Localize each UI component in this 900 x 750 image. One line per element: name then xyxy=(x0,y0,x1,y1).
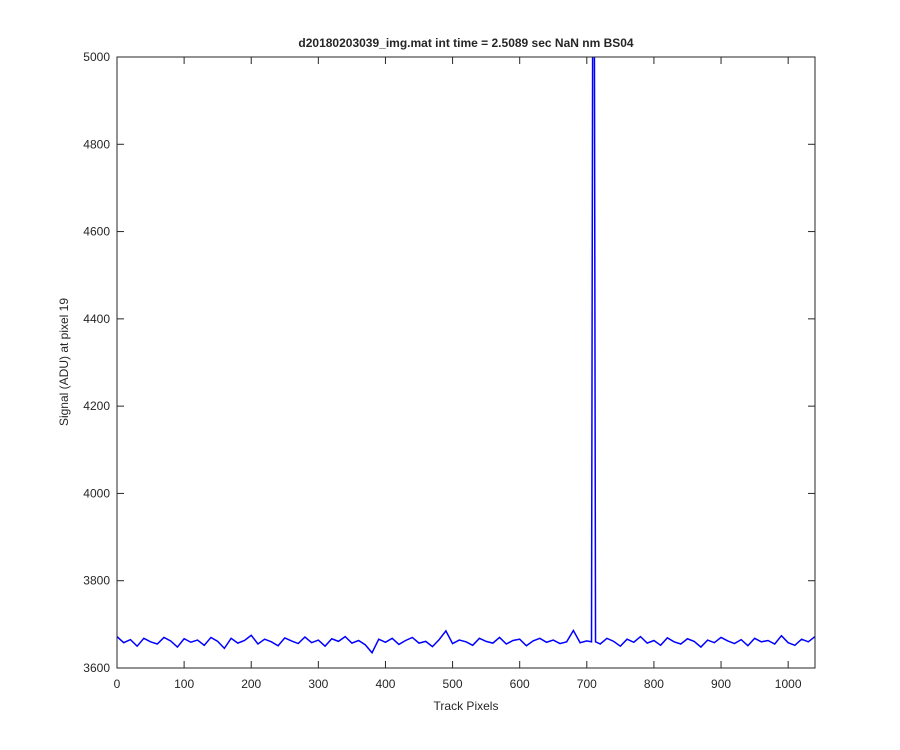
x-tick-label: 600 xyxy=(510,677,530,691)
y-tick-label: 4000 xyxy=(83,486,110,500)
y-tick-label: 3600 xyxy=(83,661,110,675)
y-tick-label: 4400 xyxy=(83,312,110,326)
x-tick-label: 700 xyxy=(577,677,597,691)
x-tick-label: 400 xyxy=(375,677,395,691)
chart-title: d20180203039_img.mat int time = 2.5089 s… xyxy=(298,36,634,50)
y-tick-label: 4600 xyxy=(83,225,110,239)
x-tick-label: 900 xyxy=(711,677,731,691)
y-tick-label: 4800 xyxy=(83,137,110,151)
x-tick-label: 100 xyxy=(174,677,194,691)
x-tick-label: 800 xyxy=(644,677,664,691)
data-line xyxy=(117,57,815,655)
axes-box xyxy=(116,56,816,669)
x-tick-label: 0 xyxy=(114,677,121,691)
x-tick-label: 300 xyxy=(308,677,328,691)
x-tick-label: 500 xyxy=(443,677,463,691)
x-tick-label: 1000 xyxy=(775,677,802,691)
y-tick-label: 5000 xyxy=(83,50,110,64)
y-tick-label: 3800 xyxy=(83,574,110,588)
x-axis-label: Track Pixels xyxy=(434,699,499,713)
x-tick-label: 200 xyxy=(241,677,261,691)
y-axis-label: Signal (ADU) at pixel 19 xyxy=(57,298,71,426)
y-tick-label: 4200 xyxy=(83,399,110,413)
